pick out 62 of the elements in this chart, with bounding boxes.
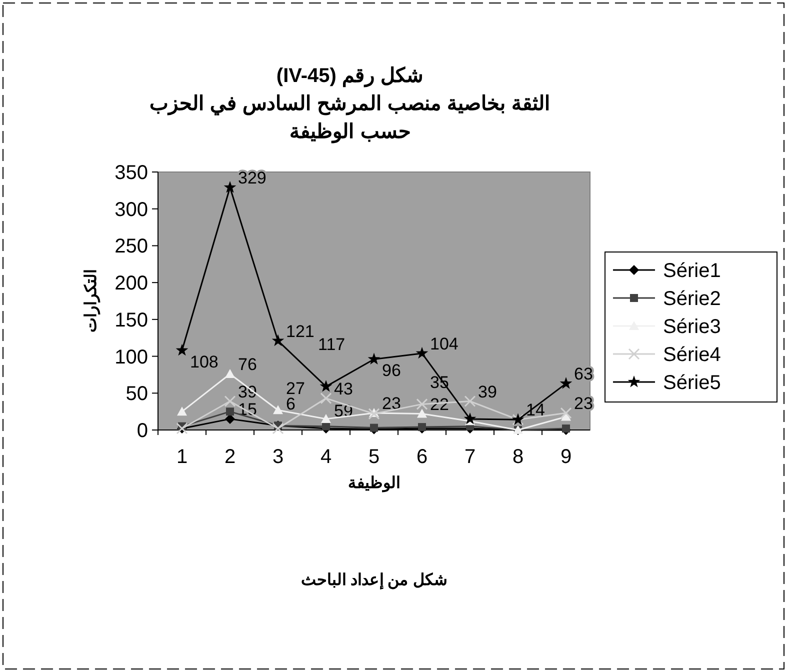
point: [370, 424, 378, 432]
legend-label: Série2: [663, 288, 721, 310]
legend-label: Série4: [663, 344, 721, 366]
xlabel: الوظيفة: [348, 475, 400, 492]
point: [320, 380, 332, 392]
y-tick-label: 0: [136, 420, 148, 442]
point: [272, 422, 284, 434]
point: [321, 414, 331, 423]
point: [464, 412, 476, 424]
point: [368, 408, 380, 420]
point: [224, 180, 236, 193]
point: [273, 405, 283, 414]
data-label: 76: [238, 354, 257, 374]
annotation: 117: [318, 334, 346, 354]
x-tick-label: 2: [224, 446, 236, 468]
legend-label: Série3: [663, 316, 721, 338]
point: [226, 408, 234, 416]
data-label: 96: [382, 361, 401, 380]
y-tick-label: 50: [126, 383, 148, 406]
point: [176, 344, 188, 356]
legend-label: Série1: [663, 260, 721, 282]
data-label: 23: [382, 394, 401, 414]
y-tick-label: 300: [114, 198, 148, 221]
point: [418, 423, 426, 432]
point: [320, 392, 332, 404]
point: [417, 408, 427, 418]
data-label: 108: [190, 352, 218, 372]
x-tick-label: 6: [416, 446, 428, 468]
point: [560, 407, 572, 419]
point: [322, 422, 330, 430]
data-label: 121: [286, 322, 314, 341]
y-tick-label: 250: [114, 236, 148, 258]
point: [177, 406, 187, 416]
data-label: 39: [478, 382, 497, 402]
data-label: 329: [238, 168, 266, 188]
annotation: شكل من إعداد الباحث: [300, 572, 448, 589]
data-label: 43: [334, 379, 353, 398]
x-tick-label: 8: [512, 446, 524, 468]
x-tick-label: 9: [560, 446, 572, 468]
title: شكل رقم (IV-45): [275, 64, 425, 90]
x-tick-label: 3: [272, 446, 284, 468]
x-tick-label: 5: [368, 446, 380, 468]
point: [464, 396, 476, 407]
point: [225, 368, 235, 378]
x-tick-label: 1: [176, 446, 188, 468]
x-tick-label: 4: [320, 446, 332, 468]
data-label: 104: [430, 334, 458, 354]
point: [416, 346, 428, 359]
point: [416, 398, 428, 410]
point: [368, 352, 380, 364]
y-tick-label: 150: [114, 309, 148, 332]
y-tick-label: 100: [114, 346, 148, 368]
point: [272, 334, 284, 346]
y-tick-label: 200: [114, 272, 148, 295]
legend-label: Série5: [663, 372, 721, 394]
y-tick-label: 350: [114, 162, 148, 184]
point: [560, 377, 572, 389]
ylabel: التكرارات: [83, 270, 100, 332]
point: [224, 396, 236, 407]
data-label: 14: [526, 400, 545, 420]
x-tick-label: 7: [464, 446, 476, 468]
subtitle: الثقة بخاصية منصب المرشح السادس في الحزب حسب الوظيفة: [148, 92, 552, 146]
